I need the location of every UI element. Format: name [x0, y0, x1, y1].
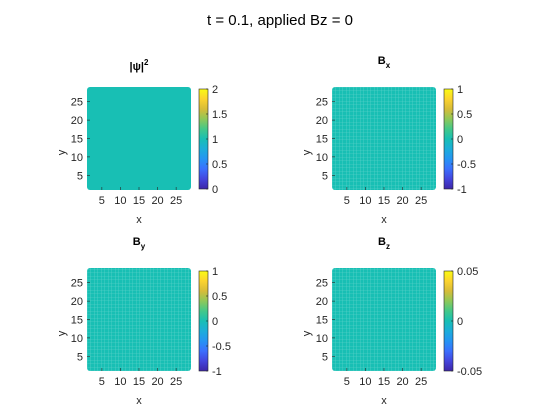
- colorbar-tick-label: 0.5: [212, 159, 227, 171]
- colorbar-tick-label: -1: [212, 366, 222, 378]
- x-tick-label: 25: [170, 195, 182, 207]
- x-tick-label: 10: [359, 376, 371, 388]
- colorbar-tick-label: 2: [212, 84, 218, 96]
- y-tick-label: 10: [71, 152, 83, 164]
- colorbar-tick-label: 1.5: [212, 109, 227, 121]
- x-tick-label: 25: [170, 376, 182, 388]
- y-tick-label: 25: [316, 97, 328, 109]
- colorbar-tick-label: 0: [457, 316, 463, 328]
- y-tick-label: 15: [316, 134, 328, 146]
- y-tick-label: 25: [71, 97, 83, 109]
- field-image: [332, 87, 436, 190]
- y-tick-label: 20: [316, 115, 328, 127]
- y-tick-label: 25: [316, 278, 328, 290]
- y-axis-label: y: [56, 330, 68, 336]
- panel-4: Bz 5 10 15 20 25 5 10 15 20 25 x y -0.05 0 0.05: [301, 236, 482, 407]
- panel-title-subscript: x: [386, 61, 391, 70]
- x-axis-label: x: [136, 214, 142, 226]
- y-axis-label: y: [301, 330, 313, 336]
- panel-title-subscript: z: [386, 242, 390, 251]
- panel-title: |ψ|2: [130, 58, 149, 73]
- figure-title: t = 0.1, applied Bz = 0: [207, 12, 353, 29]
- x-tick-label: 15: [378, 376, 390, 388]
- colorbar-tick-label: 0.05: [457, 266, 478, 278]
- x-tick-label: 10: [359, 195, 371, 207]
- colorbar-tick-label: -1: [457, 184, 467, 196]
- x-tick-label: 10: [114, 195, 126, 207]
- y-tick-label: 10: [316, 152, 328, 164]
- x-tick-label: 5: [344, 195, 350, 207]
- x-tick-label: 5: [344, 376, 350, 388]
- panel-title-main: B: [378, 236, 386, 248]
- panel-title-subscript: y: [141, 242, 146, 251]
- colorbar-tick-label: 0: [212, 184, 218, 196]
- colorbar-tick-label: 1: [457, 84, 463, 96]
- colorbar-tick-label: 1: [212, 134, 218, 146]
- x-tick-label: 20: [396, 195, 408, 207]
- colorbar-tick-label: 1: [212, 266, 218, 278]
- x-tick-label: 20: [151, 195, 163, 207]
- x-tick-label: 20: [396, 376, 408, 388]
- x-tick-label: 15: [378, 195, 390, 207]
- field-image: [87, 268, 191, 371]
- x-axis-label: x: [381, 214, 387, 226]
- colorbar-tick-label: 0.5: [457, 109, 472, 121]
- y-tick-label: 10: [71, 333, 83, 345]
- x-tick-label: 20: [151, 376, 163, 388]
- x-tick-label: 10: [114, 376, 126, 388]
- y-tick-label: 10: [316, 333, 328, 345]
- y-tick-label: 20: [316, 296, 328, 308]
- colorbar-tick-label: -0.5: [212, 341, 231, 353]
- x-axis-label: x: [381, 395, 387, 407]
- y-tick-label: 20: [71, 115, 83, 127]
- field-image: [87, 87, 191, 190]
- panel-2: Bx 5 10 15 20 25 5 10 15 20 25 x y -1 -0.5 0 0.5 1: [301, 55, 476, 226]
- x-tick-label: 25: [415, 376, 427, 388]
- y-tick-label: 20: [71, 296, 83, 308]
- x-tick-label: 25: [415, 195, 427, 207]
- y-axis-label: y: [56, 149, 68, 155]
- x-tick-label: 5: [99, 376, 105, 388]
- panel-3: By 5 10 15 20 25 5 10 15 20 25 x y -1 -0.5 0 0.5 1: [56, 236, 231, 407]
- y-tick-label: 5: [77, 170, 83, 182]
- panel-title-main: B: [133, 236, 141, 248]
- x-tick-label: 15: [133, 195, 145, 207]
- y-tick-label: 15: [71, 315, 83, 327]
- panel-title: Bz: [378, 236, 390, 251]
- x-axis-label: x: [136, 395, 142, 407]
- field-image: [332, 268, 436, 371]
- colorbar-tick-label: 0.5: [212, 291, 227, 303]
- colorbar-tick-label: -0.05: [457, 366, 482, 378]
- panel-title: Bx: [378, 55, 391, 70]
- colorbar-tick-label: 0: [212, 316, 218, 328]
- x-tick-label: 15: [133, 376, 145, 388]
- panel-title-superscript: 2: [144, 58, 149, 67]
- y-tick-label: 5: [322, 351, 328, 363]
- y-tick-label: 15: [316, 315, 328, 327]
- y-tick-label: 25: [71, 278, 83, 290]
- y-tick-label: 15: [71, 134, 83, 146]
- panel-title-main: |ψ|: [130, 61, 144, 73]
- x-tick-label: 5: [99, 195, 105, 207]
- panel-title: By: [133, 236, 146, 251]
- colorbar-tick-label: -0.5: [457, 159, 476, 171]
- panel-title-main: B: [378, 55, 386, 67]
- y-axis-label: y: [301, 149, 313, 155]
- y-tick-label: 5: [77, 351, 83, 363]
- y-tick-label: 5: [322, 170, 328, 182]
- colorbar-tick-label: 0: [457, 134, 463, 146]
